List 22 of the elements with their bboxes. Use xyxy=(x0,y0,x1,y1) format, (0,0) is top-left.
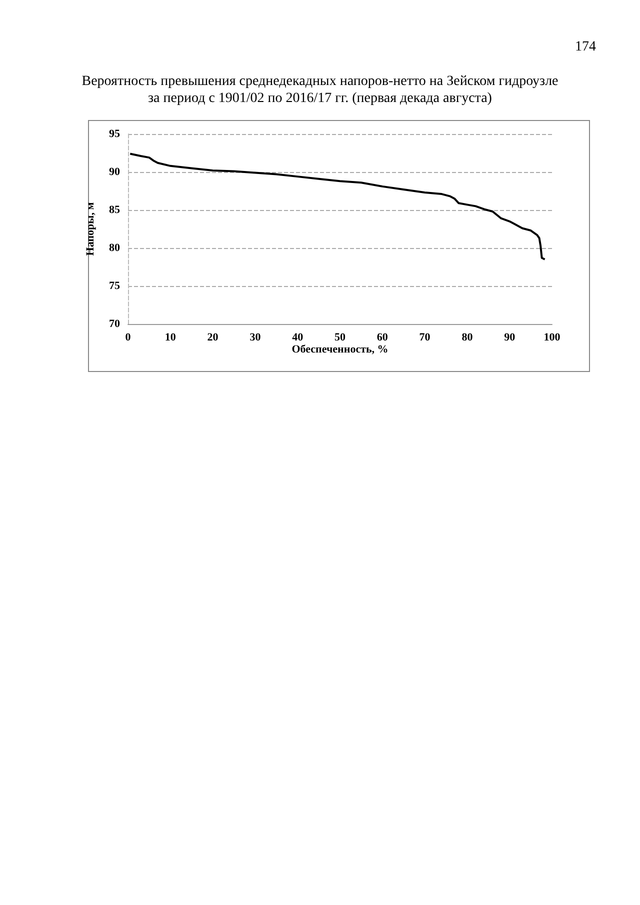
line-series xyxy=(129,152,546,260)
y-tick-label: 70 xyxy=(109,318,120,330)
x-tick-label: 0 xyxy=(125,332,132,344)
x-tick-label: 20 xyxy=(207,332,219,344)
x-tick-label: 80 xyxy=(462,332,474,344)
y-tick-label: 95 xyxy=(109,128,120,140)
x-tick-label: 40 xyxy=(292,332,304,344)
x-axis-title: Обеспеченность, % xyxy=(292,343,388,356)
y-tick-label: 85 xyxy=(109,204,120,216)
y-axis-title: Напоры, м xyxy=(84,202,96,256)
x-tick-label: 90 xyxy=(504,332,516,344)
x-tick-label: 100 xyxy=(544,332,561,344)
y-tick-label: 80 xyxy=(109,242,120,254)
chart-title: Вероятность превышения среднедекадных напоров-нетто на Зейском гидроузле за период с 1901/02 по 2016/17 гг. (первая декада августа) xyxy=(82,74,558,106)
text: 174 xyxy=(575,40,596,54)
x-tick-label: 70 xyxy=(419,332,431,344)
y-tick-label: 90 xyxy=(109,166,120,178)
x-tick-label: 10 xyxy=(164,332,176,344)
x-tick-label: 60 xyxy=(376,332,388,344)
x-tick-label: 30 xyxy=(250,332,262,344)
x-tick-label: 50 xyxy=(334,332,346,344)
y-tick-label: 75 xyxy=(109,280,120,292)
